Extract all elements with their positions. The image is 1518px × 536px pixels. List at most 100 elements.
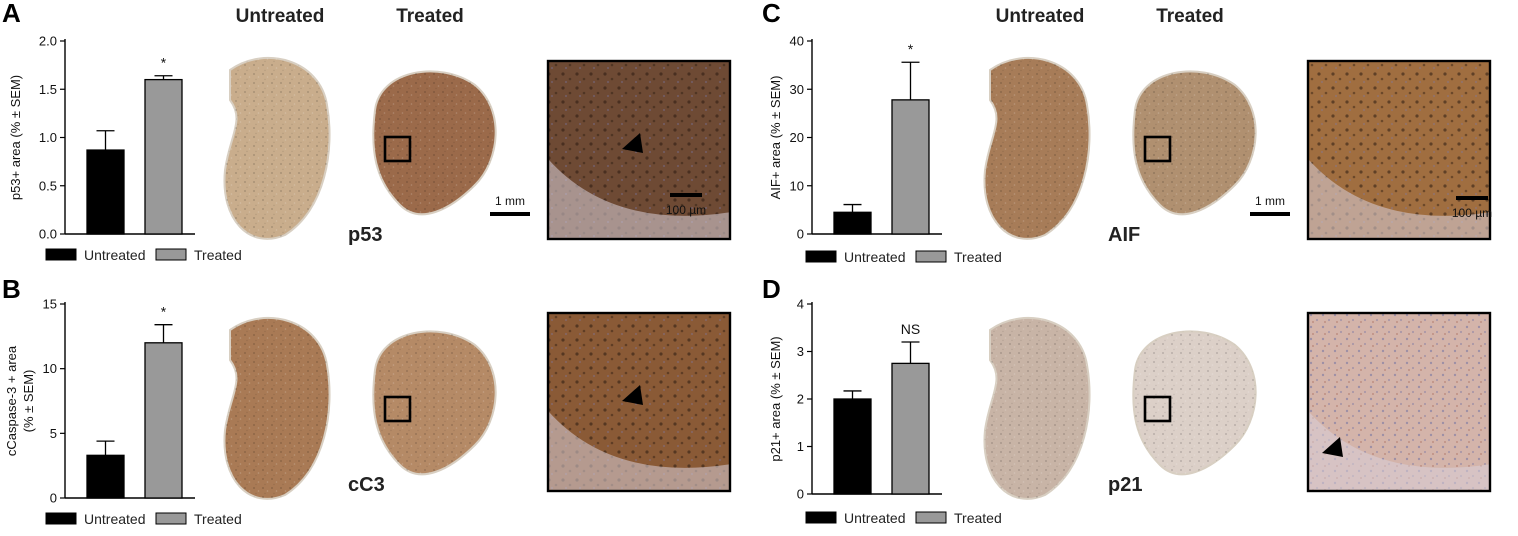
y-tick-label: 5: [50, 426, 57, 441]
legend-swatch-untreated: [805, 250, 837, 263]
legend-label-untreated: Untreated: [844, 510, 905, 526]
zoom-inset: [546, 311, 732, 493]
panel-letter-c: C: [762, 0, 781, 28]
arrowhead-icon: [622, 385, 643, 405]
significance-label: *: [161, 304, 167, 320]
significance-label: *: [908, 41, 914, 57]
legend-label-untreated: Untreated: [84, 511, 145, 527]
y-tick-label: 1: [797, 439, 804, 454]
bar-treated: [891, 362, 930, 495]
bar-untreated: [833, 211, 872, 235]
zoom-region-box: [383, 135, 412, 163]
marker-label: p21: [1108, 474, 1142, 496]
y-axis-label: p21+ area (% ± SEM): [768, 336, 783, 461]
legend: Untreated Treated: [45, 247, 242, 263]
y-tick-label: 2.0: [39, 34, 57, 49]
bar-chart-d: 0 1 2 3 4 p21+ area (% ± SEM) NS Untreated Treat…: [768, 297, 1002, 527]
zoom-region-box: [1143, 135, 1172, 163]
legend: Untreated Treated: [805, 249, 1002, 265]
column-header-untreated: Untreated: [996, 6, 1085, 27]
y-tick-label: 0: [797, 227, 804, 242]
zoom-region-box: [383, 395, 412, 423]
marker-label: p53: [348, 224, 382, 246]
y-axis-label: cCaspase-3 + area: [4, 345, 19, 456]
scale-label-low-mag: 1 mm: [1255, 194, 1285, 208]
y-tick-label: 10: [43, 361, 57, 376]
panel-b: B 0 5 10 15 cCaspase-3 + area (% ± SEM) * Untrea…: [2, 274, 732, 527]
panel-letter-b: B: [2, 274, 21, 304]
column-header-untreated: Untreated: [236, 6, 325, 27]
zoom-inset: 100 µm: [1306, 59, 1492, 241]
legend-label-treated: Treated: [194, 247, 242, 263]
y-tick-label: 30: [790, 82, 804, 97]
bar-chart-a: 0.0 0.5 1.0 1.5 2.0 p53+ area (% ± SEM) * Untre…: [8, 34, 242, 264]
legend-swatch-untreated: [805, 511, 837, 524]
legend-swatch-treated: [155, 248, 187, 261]
tissue-texture: [224, 317, 330, 499]
y-axis-label: AIF+ area (% ± SEM): [768, 76, 783, 200]
tissue-texture: [984, 57, 1090, 239]
column-header-treated: Treated: [396, 6, 464, 27]
zoom-inset-frame: [546, 59, 732, 241]
tissue-texture: [1133, 71, 1256, 215]
tissue-images: cC3: [223, 311, 732, 500]
tissue-images: p53 1 mm 100 µm: [223, 56, 732, 246]
scale-label-high-mag: 100 µm: [666, 203, 706, 217]
y-tick-label: 0.5: [39, 178, 57, 193]
zoom-inset-frame: [1306, 59, 1492, 241]
tissue-texture: [373, 71, 496, 215]
panel-c: C Untreated Treated 0 10 20 30 40 AIF+ area (% ±…: [762, 0, 1492, 265]
y-tick-label: 2: [797, 392, 804, 407]
zoom-inset-frame: [546, 311, 732, 493]
y-tick-label: 1.5: [39, 82, 57, 97]
zoom-inset: 100 µm: [546, 59, 732, 241]
column-header-treated: Treated: [1156, 6, 1224, 27]
y-tick-label: 0.0: [39, 227, 57, 242]
legend-swatch-untreated: [45, 512, 77, 525]
panel-letter-d: D: [762, 274, 781, 304]
legend-label-treated: Treated: [954, 249, 1002, 265]
y-tick-label: 0: [50, 491, 57, 506]
panel-d: D 0 1 2 3 4 p21+ area (% ± SEM) NS Untreated Trea…: [762, 274, 1492, 527]
zoom-region-box: [1143, 395, 1172, 423]
legend-swatch-treated: [915, 250, 947, 263]
legend-label-untreated: Untreated: [84, 247, 145, 263]
tissue-texture: [1133, 331, 1256, 475]
panel-a: A Untreated Treated 0.0 0.5 1.0 1.5 2.0 p53+ are…: [2, 0, 732, 264]
legend-swatch-treated: [915, 511, 947, 524]
stroma-region: [548, 158, 730, 239]
tissue-texture: [984, 317, 1090, 499]
bar-treated: [144, 342, 183, 499]
legend-label-untreated: Untreated: [844, 249, 905, 265]
stroma-region: [1308, 410, 1490, 491]
y-tick-label: 15: [43, 297, 57, 312]
significance-label: *: [161, 55, 167, 71]
marker-label: AIF: [1108, 224, 1140, 246]
y-tick-label: 20: [790, 130, 804, 145]
y-axis-label: (% ± SEM): [21, 370, 36, 433]
arrowhead-icon: [622, 133, 643, 153]
arrowhead-icon: [1322, 437, 1343, 457]
y-axis-label: p53+ area (% ± SEM): [8, 75, 23, 200]
significance-label: NS: [901, 321, 920, 337]
zoom-inset-frame: [1306, 311, 1492, 493]
y-tick-label: 1.0: [39, 130, 57, 145]
bar-chart-c: 0 10 20 30 40 AIF+ area (% ± SEM) * Untreated Tr…: [768, 34, 1002, 266]
y-tick-label: 0: [797, 487, 804, 502]
tissue-texture: [224, 57, 330, 239]
bar-untreated: [833, 398, 872, 495]
tissue-texture: [373, 331, 496, 475]
tissue-images: p21: [983, 311, 1492, 500]
scale-label-low-mag: 1 mm: [495, 194, 525, 208]
legend: Untreated Treated: [45, 511, 242, 527]
legend-swatch-treated: [155, 512, 187, 525]
tissue-images: AIF 1 mm 100 µm: [983, 56, 1492, 246]
bar-treated: [144, 78, 183, 235]
bar-untreated: [86, 454, 125, 499]
legend-label-treated: Treated: [194, 511, 242, 527]
y-tick-label: 3: [797, 344, 804, 359]
panel-letter-a: A: [2, 0, 21, 28]
y-tick-label: 10: [790, 178, 804, 193]
y-tick-label: 40: [790, 34, 804, 49]
